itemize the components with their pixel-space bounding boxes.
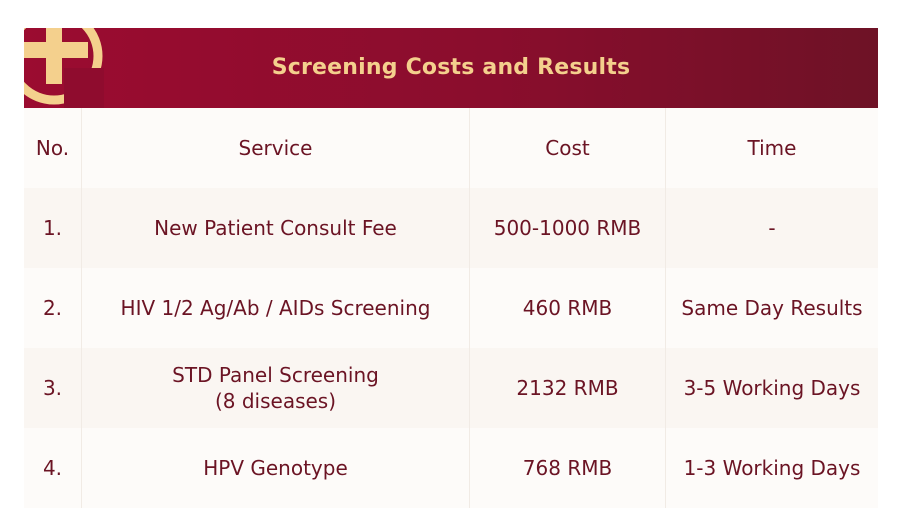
row-time: 1-3 Working Days — [683, 456, 861, 480]
table-header-row: No. Service Cost Time — [24, 108, 878, 188]
row-cost: 2132 RMB — [470, 348, 666, 428]
row-service: STD Panel Screening (8 diseases) — [82, 348, 470, 428]
row-time: 3-5 Working Days — [683, 376, 861, 400]
row-time: - — [768, 216, 776, 240]
row-cost: 500-1000 RMB — [470, 188, 666, 268]
row-number: 4. — [24, 428, 82, 508]
header-time: Time — [747, 136, 797, 160]
row-service: HIV 1/2 Ag/Ab / AIDs Screening — [82, 268, 470, 348]
row-number: 2. — [24, 268, 82, 348]
table-row: 3. STD Panel Screening (8 diseases) 2132… — [24, 348, 878, 428]
table-row: 4. HPV Genotype 768 RMB 1-3 Working Days — [24, 428, 878, 508]
row-service-line2: (8 diseases) — [214, 389, 337, 413]
row-cost: 768 RMB — [470, 428, 666, 508]
cross-circle-logo-icon — [24, 28, 104, 108]
row-service: HPV Genotype — [82, 428, 470, 508]
screening-costs-table: No. Service Cost Time 1. New Patient Con… — [24, 108, 878, 508]
table-row: 2. HIV 1/2 Ag/Ab / AIDs Screening 460 RM… — [24, 268, 878, 348]
header-no: No. — [24, 108, 82, 188]
table-banner: Screening Costs and Results — [24, 28, 878, 108]
table-row: 1. New Patient Consult Fee 500-1000 RMB … — [24, 188, 878, 268]
row-service: New Patient Consult Fee — [82, 188, 470, 268]
row-number: 1. — [24, 188, 82, 268]
header-cost: Cost — [470, 108, 666, 188]
row-number: 3. — [24, 348, 82, 428]
row-service-line1: STD Panel Screening — [172, 363, 379, 387]
banner-title: Screening Costs and Results — [271, 55, 631, 80]
header-service: Service — [82, 108, 470, 188]
row-time: Same Day Results — [681, 296, 863, 320]
row-cost: 460 RMB — [470, 268, 666, 348]
